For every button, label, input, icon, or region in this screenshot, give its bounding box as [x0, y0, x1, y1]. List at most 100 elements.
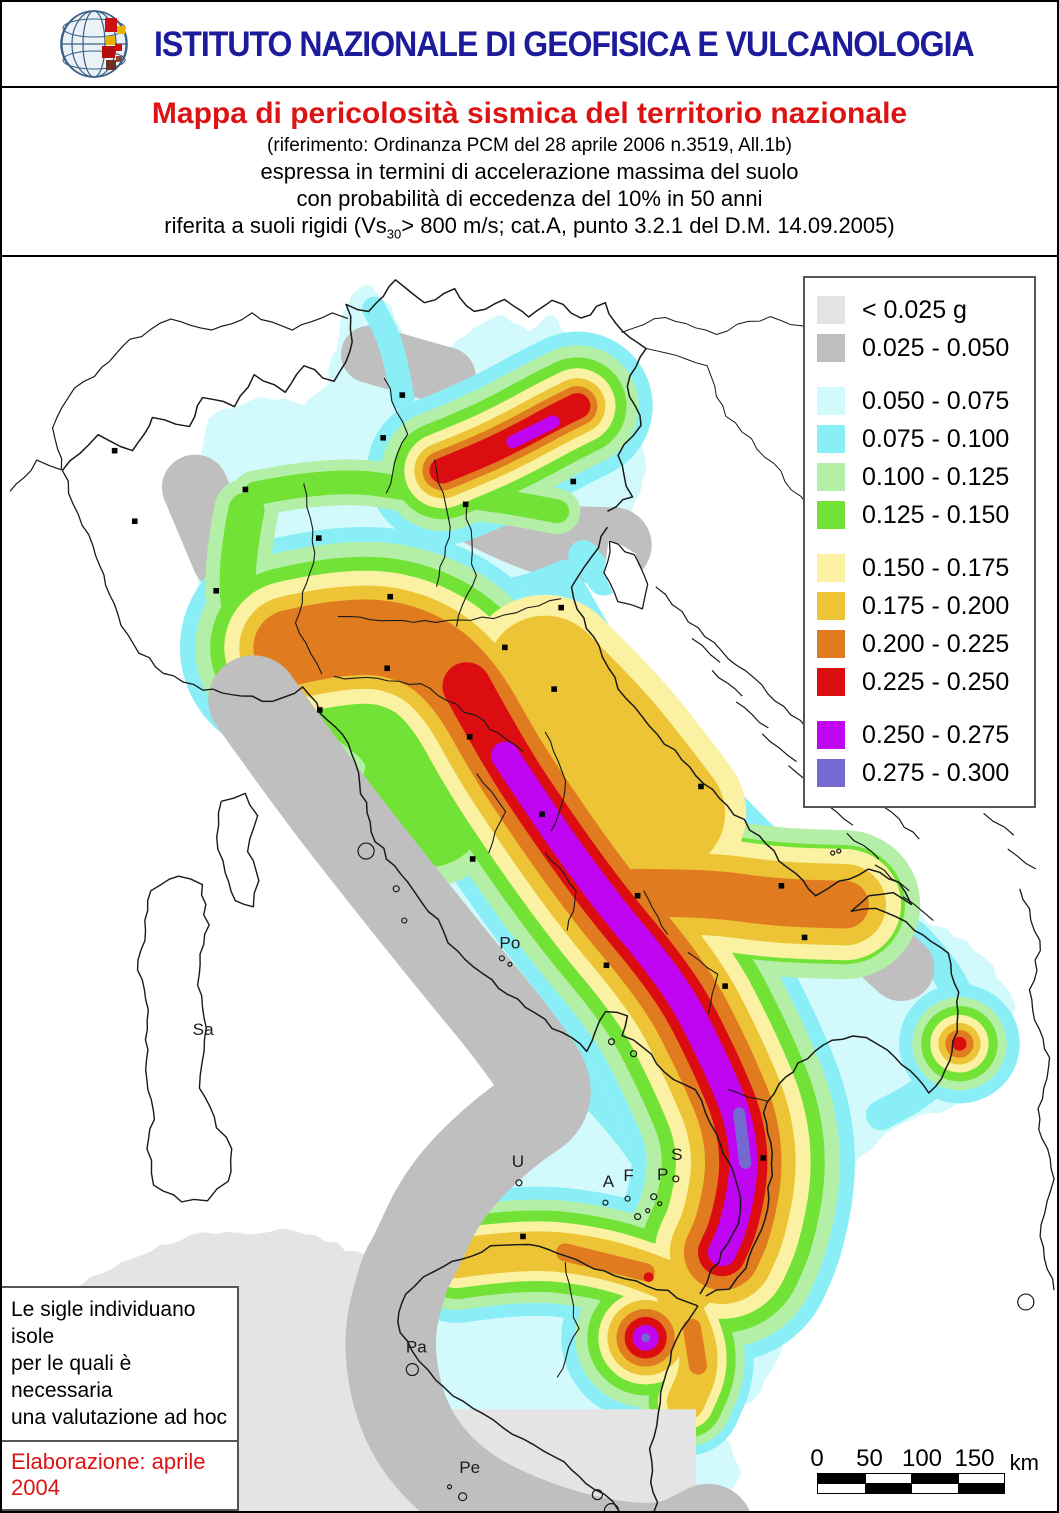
map-shape — [61, 470, 242, 698]
legend-row: 0.050 - 0.075 — [817, 382, 1024, 420]
legend-label: 0.275 - 0.300 — [862, 758, 1010, 787]
scale-unit: km — [1009, 1450, 1039, 1475]
legend-swatch — [817, 387, 845, 416]
map-shape — [672, 1175, 680, 1183]
map-shape — [362, 297, 415, 411]
map-shape — [383, 378, 409, 495]
map-shape — [1007, 848, 1037, 870]
map-shape — [761, 733, 797, 763]
legend-label: 0.125 - 0.150 — [862, 500, 1010, 529]
scale-tick: 150 — [954, 1445, 995, 1472]
note-text: Le sigle individuano isole per le quali è… — [2, 1288, 237, 1442]
map-shape — [1017, 1293, 1035, 1311]
header: ISTITUTO NAZIONALE DI GEOFISICA E VULCAN… — [2, 2, 1057, 88]
city-marker — [466, 734, 473, 740]
legend-swatch — [817, 630, 845, 659]
map-shape — [645, 1208, 651, 1214]
map-shape — [691, 638, 721, 664]
scale-segment — [911, 1484, 958, 1493]
city-marker — [384, 665, 391, 672]
legend-swatch — [817, 554, 845, 583]
map-shape — [216, 793, 264, 906]
map-shape — [727, 1089, 769, 1103]
city-marker — [551, 686, 557, 693]
scale-segment — [957, 1484, 1004, 1493]
scale-tick: 100 — [901, 1445, 943, 1472]
map-shape — [208, 655, 750, 1511]
city-marker — [111, 448, 118, 454]
map-shape — [629, 1050, 638, 1058]
legend-label: 0.175 - 0.200 — [862, 591, 1010, 620]
island-label: A — [603, 1172, 615, 1191]
city-marker — [316, 707, 323, 714]
map-shape — [544, 853, 577, 931]
map-shape — [476, 773, 507, 854]
legend-label: 0.050 - 0.075 — [862, 386, 1010, 415]
legend-swatch — [817, 592, 845, 621]
map-shape — [140, 875, 237, 1204]
map-shape — [902, 896, 934, 922]
subtitle-line-3: riferita a suoli rigidi (Vs30> 800 m/s; … — [164, 213, 895, 242]
legend-swatch — [817, 759, 845, 788]
map-shape — [61, 279, 647, 513]
scale-tick: 0 — [810, 1445, 824, 1472]
elaboration-date: Elaborazione: aprile 2004 — [11, 1449, 206, 1500]
city-marker — [539, 811, 545, 818]
map-shape — [846, 833, 880, 860]
map-shape — [657, 1201, 663, 1207]
city-marker — [570, 479, 577, 485]
italy-hazard-map: Sa Po U A F PS Pa Pe — [2, 279, 1055, 1511]
island-label: Sa — [193, 1020, 214, 1039]
legend-row: 0.100 - 0.125 — [817, 458, 1024, 496]
legend-label: < 0.025 g — [862, 295, 967, 324]
map-shape — [591, 1489, 604, 1501]
map-shape — [650, 1193, 658, 1201]
scale-bar-graphic — [817, 1473, 1005, 1494]
legend-label: 0.150 - 0.175 — [862, 553, 1010, 582]
city-marker — [502, 644, 508, 651]
legend-row: 0.225 - 0.250 — [817, 663, 1024, 701]
map-shape — [624, 1196, 631, 1203]
map-shape — [735, 701, 769, 729]
city-marker — [242, 487, 249, 493]
city-marker — [778, 883, 785, 889]
scale-segment — [957, 1474, 1004, 1483]
map-shape — [556, 1262, 580, 1379]
island-label: Pa — [406, 1338, 427, 1357]
city-marker — [801, 935, 808, 941]
map-shape — [874, 864, 910, 892]
map-shape — [357, 842, 375, 860]
scale-bar-labels: 0 50 100 150 km — [810, 1445, 1039, 1475]
city-marker — [131, 518, 138, 525]
legend-row: 0.075 - 0.100 — [817, 420, 1024, 458]
map-area: Sa Po U A F P S Pa Pe < 0.025 g 0.025 - 0.050 0.05… — [2, 257, 1057, 1511]
legend-swatch — [817, 296, 845, 325]
map-shape — [836, 848, 842, 854]
map-shape — [830, 850, 836, 856]
subtitle-line-1: espressa in termini di accelerazione mas… — [260, 159, 799, 184]
map-shape — [506, 415, 560, 449]
map-title: Mappa di pericolosità sismica del territ… — [151, 97, 908, 130]
note-line: per le quali è necessaria — [11, 1352, 132, 1402]
island-label: Po — [499, 934, 520, 953]
city-marker — [603, 962, 610, 969]
legend-swatch — [817, 501, 845, 530]
legend-row: 0.125 - 0.150 — [817, 496, 1024, 534]
city-marker — [469, 856, 476, 863]
note-box: Le sigle individuano isole per le quali è… — [2, 1286, 239, 1511]
legend-swatch — [817, 334, 845, 363]
city-marker — [520, 1234, 526, 1240]
legend-row: 0.150 - 0.175 — [817, 549, 1024, 587]
city-marker — [387, 594, 394, 600]
legend-swatch — [817, 425, 845, 454]
island-label: F — [623, 1166, 633, 1185]
map-shape — [485, 615, 726, 873]
map-shape — [392, 885, 400, 893]
map-shape — [603, 540, 649, 610]
legend-row: 0.200 - 0.225 — [817, 625, 1024, 663]
map-shape — [602, 1199, 609, 1207]
map-shape — [544, 731, 567, 832]
legend-swatch — [817, 668, 845, 697]
map-shape — [498, 955, 505, 962]
map-shape — [507, 962, 513, 968]
